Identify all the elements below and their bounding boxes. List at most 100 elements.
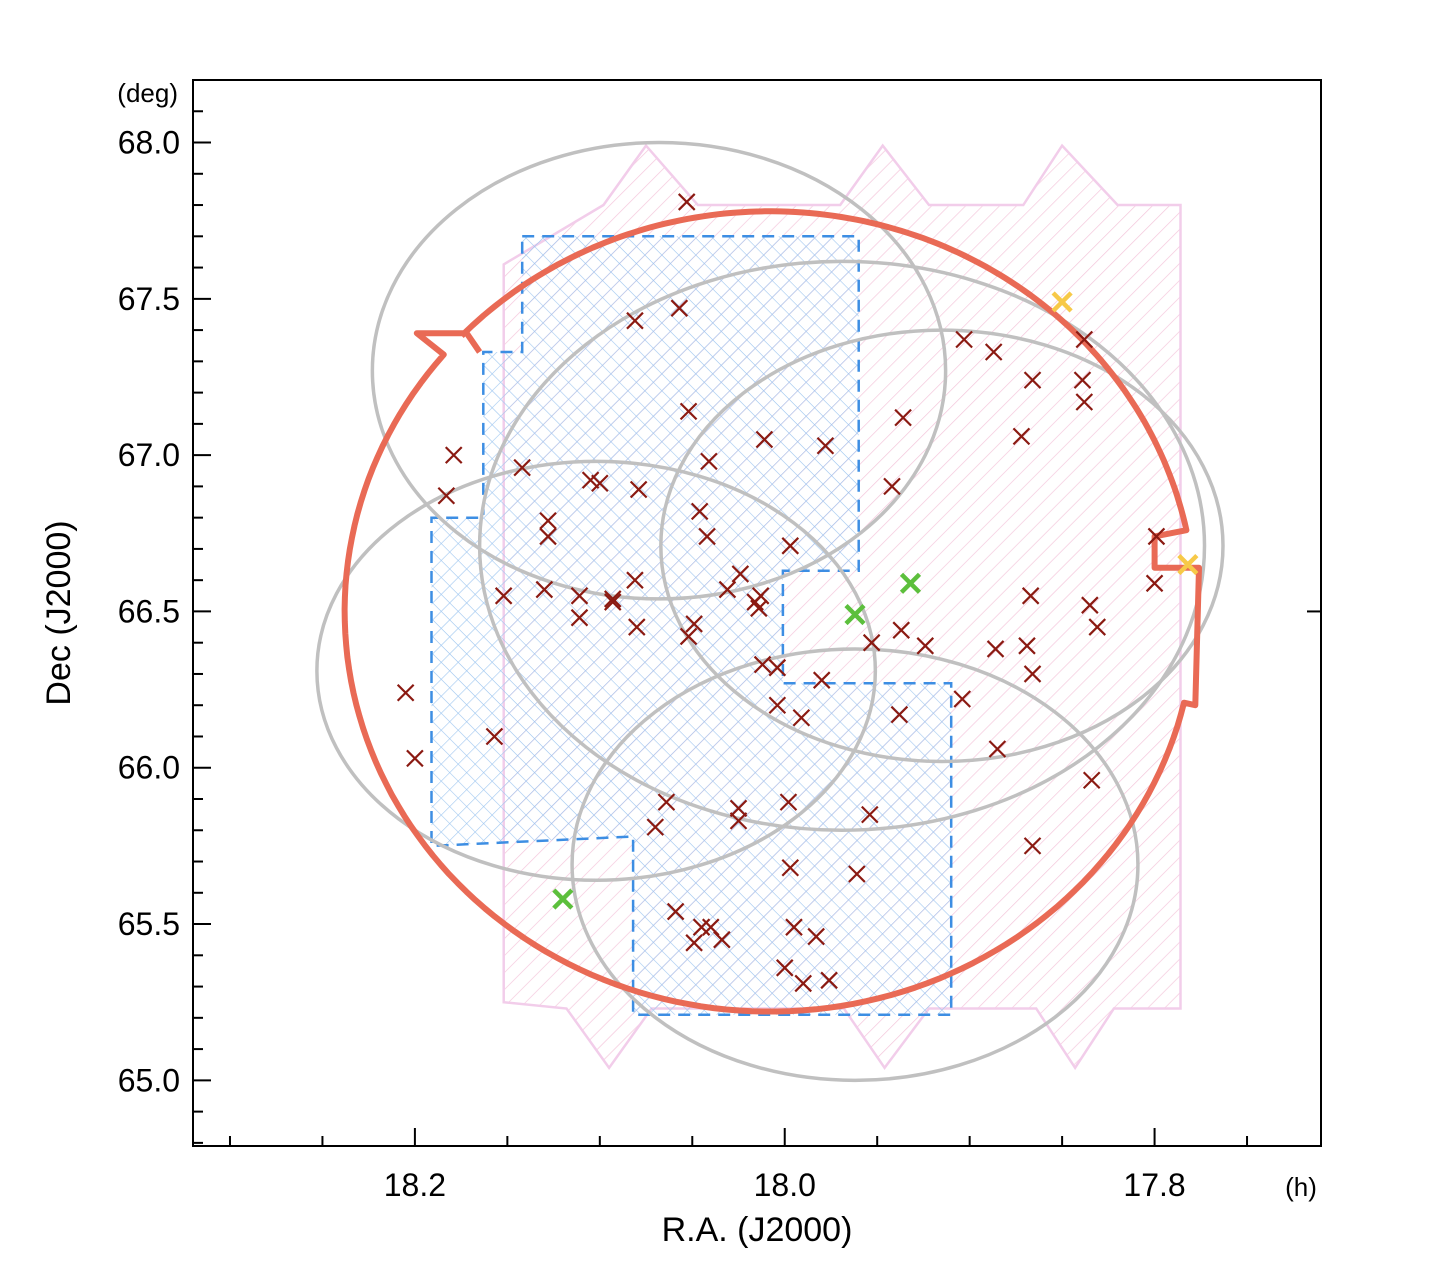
dark-red-cross-1	[626, 311, 644, 330]
fov-circle-5	[477, 259, 1207, 833]
dark-red-cross-38	[1023, 837, 1042, 855]
dark-red-cross-21	[984, 343, 1003, 361]
dark-red-cross-79	[775, 959, 794, 977]
dark-red-cross-57	[603, 593, 622, 611]
dark-red-cross-13	[698, 527, 716, 546]
dark-red-cross-77	[685, 934, 703, 952]
x-tick-label: 18.2	[384, 1167, 446, 1203]
dark-red-cross-5	[437, 486, 456, 505]
dark-red-cross-58	[628, 618, 646, 636]
dark-red-cross-82	[794, 974, 813, 993]
dark-red-cross-27	[1147, 527, 1166, 546]
fov-circle-3	[315, 459, 878, 883]
dark-red-cross-35	[953, 690, 972, 708]
x-tick-label: 17.8	[1123, 1167, 1185, 1203]
dark-red-cross-65	[485, 727, 504, 746]
dark-red-cross-19	[883, 477, 901, 496]
green-cross-0	[844, 603, 866, 626]
dark-red-cross-74	[666, 902, 685, 921]
x-unit-label: (h)	[1285, 1172, 1317, 1202]
fov-circle-2	[659, 328, 1225, 764]
y-tick-label: 66.5	[118, 593, 180, 629]
green-cross-2	[552, 888, 574, 910]
dark-red-cross-9	[581, 471, 600, 489]
dark-red-cross-3	[679, 402, 698, 421]
dark-red-cross-11	[629, 480, 648, 499]
fov-circles	[315, 140, 1225, 1083]
cross-markers	[396, 193, 1199, 993]
fov-circle-4	[570, 647, 1140, 1083]
dark-red-cross-62	[535, 580, 554, 599]
dark-red-cross-59	[570, 587, 589, 605]
dark-red-cross-43	[812, 671, 831, 689]
dark-red-cross-70	[779, 793, 798, 811]
y-axis-title: Dec (J2000)	[40, 520, 78, 705]
dark-red-cross-4	[444, 446, 463, 464]
dark-red-cross-36	[988, 740, 1007, 758]
axis-ticks	[193, 79, 1321, 1146]
dark-red-cross-24	[1075, 330, 1094, 349]
y-tick-label: 68.0	[118, 125, 180, 161]
dark-red-cross-67	[646, 818, 665, 836]
dark-red-cross-54	[679, 627, 698, 646]
y-tick-label: 65.0	[118, 1062, 180, 1098]
dark-red-cross-42	[890, 705, 909, 724]
x-axis-title: R.A. (J2000)	[662, 1211, 853, 1249]
dark-red-cross-26	[1075, 393, 1094, 411]
dark-red-cross-31	[1021, 587, 1040, 605]
dark-red-cross-2	[670, 299, 689, 317]
dark-red-cross-66	[657, 793, 676, 811]
y-tick-label: 67.5	[118, 281, 180, 317]
dark-red-cross-61	[494, 587, 513, 605]
dark-red-cross-16	[781, 537, 800, 555]
dark-red-cross-29	[1081, 596, 1099, 614]
dark-red-cross-14	[700, 452, 718, 471]
dark-red-cross-72	[781, 858, 800, 877]
dark-red-cross-40	[916, 637, 935, 655]
y-tick-label: 66.0	[118, 750, 180, 786]
dark-red-cross-39	[892, 621, 911, 639]
dark-red-cross-71	[861, 805, 879, 824]
dark-red-cross-41	[862, 633, 881, 652]
dark-red-cross-7	[539, 512, 557, 530]
yellow-cross-0	[1051, 291, 1073, 313]
dark-red-cross-30	[1088, 618, 1107, 636]
dark-red-cross-20	[955, 330, 973, 349]
dark-red-cross-53	[685, 615, 703, 633]
dark-red-cross-12	[690, 502, 709, 521]
dark-red-cross-52	[718, 580, 737, 599]
dark-red-cross-47	[768, 696, 787, 714]
dark-red-cross-50	[751, 587, 770, 605]
dark-red-cross-60	[570, 608, 589, 627]
dark-red-cross-44	[792, 708, 811, 727]
dark-red-cross-32	[1018, 637, 1036, 655]
dark-red-cross-22	[1023, 371, 1042, 389]
dark-red-cross-63	[396, 683, 415, 702]
dark-red-cross-15	[755, 430, 774, 449]
dark-red-cross-68	[729, 799, 748, 818]
dark-red-cross-69	[729, 812, 748, 830]
plot-frame	[192, 79, 1322, 1147]
dark-red-cross-10	[591, 474, 609, 493]
y-tick-labels: 65.0 65.5 66.0 66.5 67.0 67.5 68.0	[118, 125, 180, 1099]
dark-red-cross-25	[1073, 371, 1092, 389]
dark-red-cross-34	[1023, 665, 1042, 683]
dark-red-cross-46	[768, 658, 787, 677]
green-cross-1	[899, 572, 922, 594]
dark-red-cross-23	[1012, 427, 1031, 446]
x-tick-labels: 18.2 18.0 17.8	[384, 1167, 1186, 1203]
dark-red-cross-73	[848, 865, 866, 883]
dark-red-cross-37	[1082, 771, 1101, 790]
dark-red-cross-0	[677, 193, 696, 211]
yellow-cross-1	[1177, 553, 1199, 576]
y-tick-label: 65.5	[118, 906, 180, 942]
dark-red-cross-80	[785, 918, 803, 936]
dark-red-cross-33	[986, 640, 1005, 658]
dark-red-cross-28	[1145, 574, 1164, 593]
dark-red-cross-51	[731, 565, 750, 583]
dark-red-cross-18	[894, 408, 912, 427]
dark-red-cross-81	[807, 927, 825, 946]
red-boundary-outline	[341, 208, 1202, 1015]
dark-red-cross-83	[820, 971, 838, 990]
